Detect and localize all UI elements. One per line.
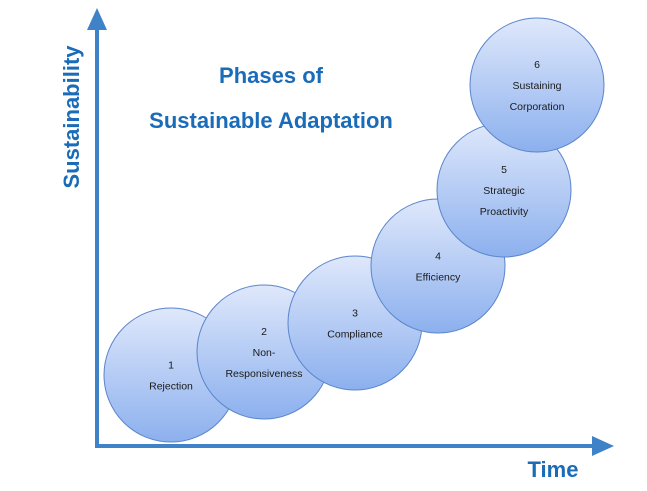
phase-6: 6 Sustaining Corporation: [469, 17, 605, 153]
x-axis-arrowhead: [592, 436, 614, 456]
phase-number: 2: [261, 326, 267, 338]
phase-number: 5: [501, 164, 507, 176]
phase-label: Responsiveness: [225, 368, 302, 380]
axes: [87, 8, 614, 456]
y-axis-label: Sustainability: [59, 45, 84, 189]
phase-number: 6: [534, 59, 540, 71]
phase-circle: [469, 17, 605, 153]
phase-label: Efficiency: [416, 272, 461, 284]
phase-label: Strategic: [483, 185, 524, 197]
phase-number: 3: [352, 308, 358, 320]
phase-5: 5 Strategic Proactivity: [436, 122, 572, 258]
x-axis-label: Time: [528, 457, 579, 482]
phase-number: 4: [435, 251, 441, 263]
phase-label: Non-: [253, 347, 276, 359]
diagram-title-line-2: Sustainable Adaptation: [149, 108, 393, 133]
phase-number: 1: [168, 360, 174, 372]
phase-label: Compliance: [327, 329, 383, 341]
phase-circles: 1 Rejection 2 Non- Responsiveness 3 Compliance…: [103, 17, 605, 443]
y-axis-arrowhead: [87, 8, 107, 30]
phase-label: Sustaining: [512, 80, 561, 92]
phase-label: Corporation: [510, 101, 565, 113]
diagram-title-line-1: Phases of: [219, 63, 324, 88]
phase-label: Rejection: [149, 381, 193, 393]
phase-label: Proactivity: [480, 206, 529, 218]
